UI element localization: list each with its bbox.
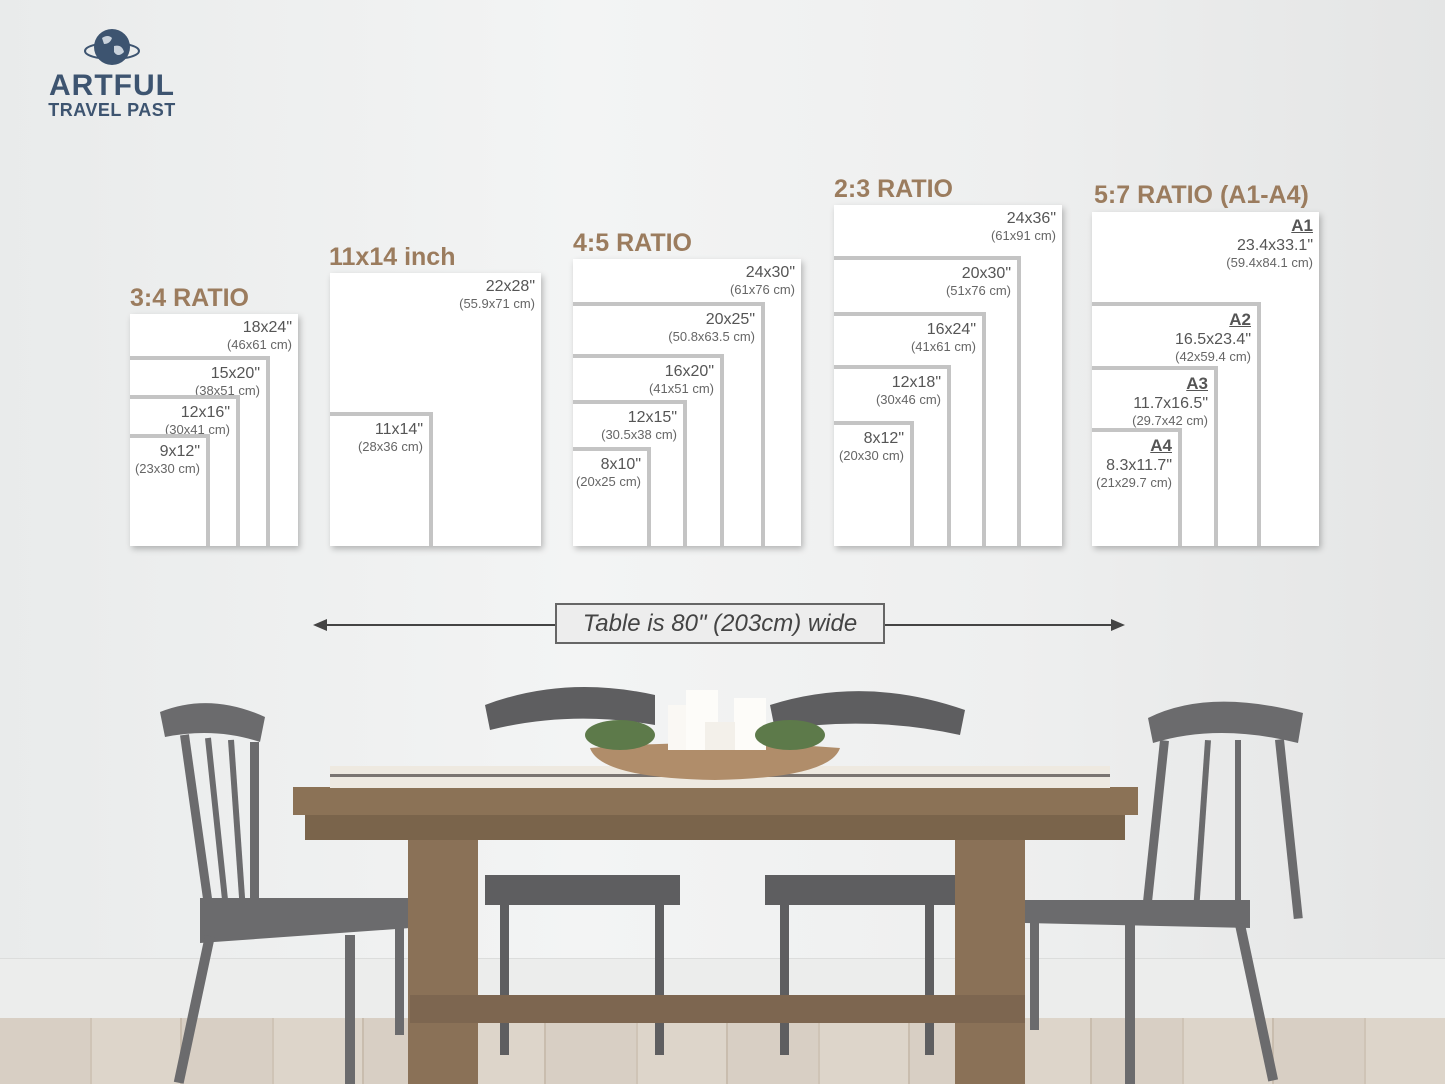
print-size-frame: 9x12" (23x30 cm) <box>130 434 210 546</box>
print-size-frame: 8x12" (20x30 cm) <box>834 421 914 546</box>
size-label: 12x18" (30x46 cm) <box>876 373 941 407</box>
width-arrow-left <box>325 624 555 626</box>
logo: ARTFUL TRAVEL PAST <box>36 26 188 120</box>
size-label: A4 8.3x11.7" (21x29.7 cm) <box>1096 436 1172 490</box>
print-size-frame: 11x14" (28x36 cm) <box>330 412 433 546</box>
width-arrow-right <box>885 624 1113 626</box>
ratio-title: 11x14 inch <box>329 243 456 271</box>
arrow-head-right <box>1111 619 1125 631</box>
size-inches: 20x25" <box>705 311 755 328</box>
size-cm: (51x76 cm) <box>945 283 1011 298</box>
size-inches: 24x36" <box>1006 210 1056 227</box>
size-cm: (59.4x84.1 cm) <box>1226 255 1313 270</box>
size-inches: 11x14" <box>374 421 423 438</box>
wood-floor <box>0 1018 1445 1084</box>
size-label: 16x24" (41x61 cm) <box>911 320 976 354</box>
size-label: A2 16.5x23.4" (42x59.4 cm) <box>1175 310 1251 364</box>
size-cm: (61x91 cm) <box>990 228 1056 243</box>
logo-line1: ARTFUL <box>49 69 175 102</box>
ratio-title: 5:7 RATIO (A1-A4) <box>1094 181 1309 209</box>
size-label: 12x15" (30.5x38 cm) <box>601 408 677 442</box>
size-cm: (23x30 cm) <box>134 461 200 476</box>
size-label: 12x16" (30x41 cm) <box>165 403 230 437</box>
logo-line2: TRAVEL PAST <box>48 100 176 120</box>
size-label: 22x28" (55.9x71 cm) <box>459 277 535 311</box>
chair-left <box>160 703 415 1084</box>
size-inches: 22x28" <box>485 278 535 295</box>
paper-size-name: A4 <box>1150 436 1172 455</box>
dining-table <box>293 766 1138 1084</box>
ratio-title: 4:5 RATIO <box>573 229 692 257</box>
size-cm: (28x36 cm) <box>357 439 423 454</box>
size-cm: (30x46 cm) <box>875 392 941 407</box>
size-inches: 23.4x33.1" <box>1237 237 1313 254</box>
size-inches: 12x15" <box>627 409 677 426</box>
size-inches: 16.5x23.4" <box>1175 331 1251 348</box>
size-label: A3 11.7x16.5" (29.7x42 cm) <box>1132 374 1208 428</box>
chair-right <box>1020 701 1303 1084</box>
size-cm: (50.8x63.5 cm) <box>668 329 755 344</box>
size-label: 15x20" (38x51 cm) <box>195 364 260 398</box>
size-label: 16x20" (41x51 cm) <box>649 362 714 396</box>
print-size-frame: 8x10" (20x25 cm) <box>573 447 651 546</box>
size-label: 9x12" (23x30 cm) <box>135 442 200 476</box>
size-label: 20x30" (51x76 cm) <box>946 264 1011 298</box>
size-inches: 12x18" <box>891 374 941 391</box>
size-cm: (41x61 cm) <box>910 339 976 354</box>
ratio-title: 2:3 RATIO <box>834 175 953 203</box>
size-cm: (20x30 cm) <box>838 448 904 463</box>
size-inches: 16x20" <box>664 363 714 380</box>
chairs-back <box>485 687 965 1055</box>
size-cm: (61x76 cm) <box>729 282 795 297</box>
size-label: 24x30" (61x76 cm) <box>730 263 795 297</box>
size-label: 20x25" (50.8x63.5 cm) <box>668 310 755 344</box>
print-size-frame: A4 8.3x11.7" (21x29.7 cm) <box>1092 428 1182 546</box>
size-cm: (41x51 cm) <box>648 381 714 396</box>
size-cm: (20x25 cm) <box>575 474 641 489</box>
size-inches: 16x24" <box>926 321 976 338</box>
size-label: 24x36" (61x91 cm) <box>991 209 1056 243</box>
ratio-title: 3:4 RATIO <box>130 284 249 312</box>
table-width-note: Table is 80" (203cm) wide <box>555 603 885 644</box>
size-label: A1 23.4x33.1" (59.4x84.1 cm) <box>1226 216 1313 270</box>
size-cm: (30.5x38 cm) <box>601 427 677 442</box>
size-cm: (38x51 cm) <box>194 383 260 398</box>
size-cm: (21x29.7 cm) <box>1096 475 1172 490</box>
size-inches: 12x16" <box>180 404 230 421</box>
size-inches: 15x20" <box>210 365 260 382</box>
paper-size-name: A1 <box>1291 216 1313 235</box>
size-inches: 8x12" <box>863 430 904 447</box>
size-inches: 8x10" <box>600 456 641 473</box>
size-label: 18x24" (46x61 cm) <box>227 318 292 352</box>
size-label: 8x10" (20x25 cm) <box>576 455 641 489</box>
size-cm: (46x61 cm) <box>226 337 292 352</box>
size-cm: (42x59.4 cm) <box>1175 349 1251 364</box>
size-inches: 8.3x11.7" <box>1106 457 1172 474</box>
size-cm: (55.9x71 cm) <box>459 296 535 311</box>
size-label: 8x12" (20x30 cm) <box>839 429 904 463</box>
size-inches: 9x12" <box>159 443 200 460</box>
size-cm: (30x41 cm) <box>164 422 230 437</box>
arrow-head-left <box>313 619 327 631</box>
size-cm: (29.7x42 cm) <box>1132 413 1208 428</box>
paper-size-name: A3 <box>1186 374 1208 393</box>
size-inches: 18x24" <box>242 319 292 336</box>
globe-icon <box>84 29 140 65</box>
paper-size-name: A2 <box>1229 310 1251 329</box>
size-inches: 20x30" <box>961 265 1011 282</box>
size-inches: 24x30" <box>745 264 795 281</box>
size-inches: 11.7x16.5" <box>1133 395 1208 412</box>
size-label: 11x14" (28x36 cm) <box>358 420 423 454</box>
centerpiece <box>585 690 840 780</box>
